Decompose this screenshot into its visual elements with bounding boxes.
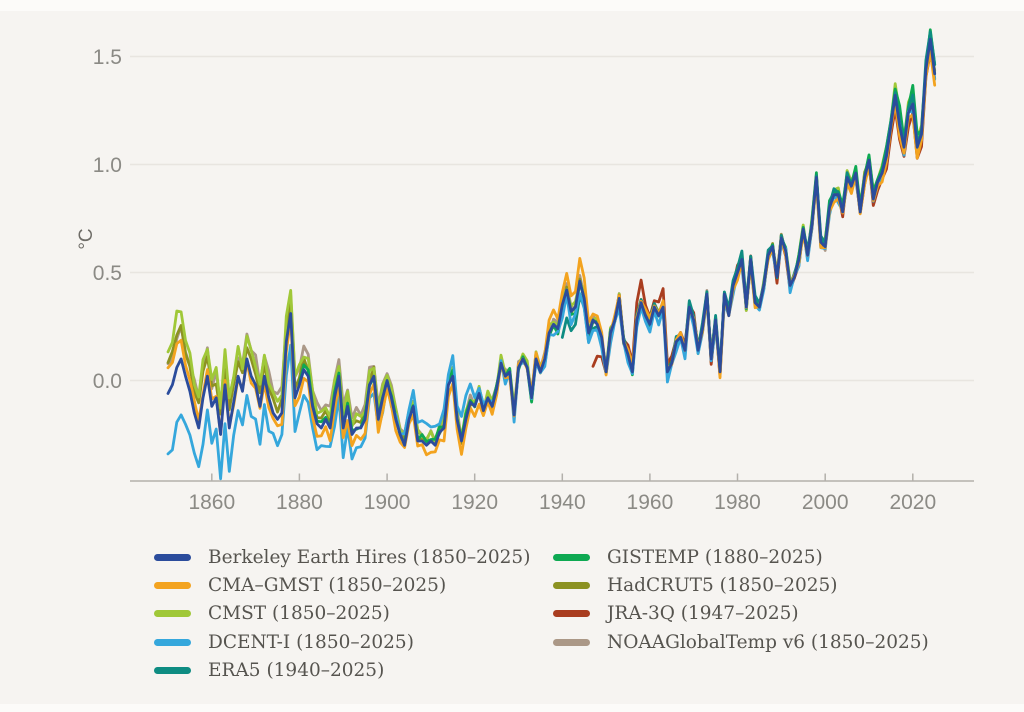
x-tick-label-1940: 1940: [539, 491, 586, 514]
x-tick-label-1900: 1900: [364, 491, 411, 514]
legend-label: DCENT-I (1850–2025): [208, 631, 414, 653]
legend-label: JRA-3Q (1947–2025): [607, 603, 799, 625]
legend-item-hadcrut5: HadCRUT5 (1850–2025): [553, 571, 929, 599]
y-tick-label-0.0: 0.0: [93, 370, 122, 393]
legend-label: Berkeley Earth Hires (1850–2025): [208, 546, 531, 568]
legend-item-noaaglobaltemp-v6: NOAAGlobalTemp v6 (1850–2025): [553, 628, 929, 656]
legend-column-2: GISTEMP (1880–2025) HadCRUT5 (1850–2025) J…: [553, 543, 929, 657]
x-tick-label-1880: 1880: [276, 491, 323, 514]
legend-swatch-berkeley-earth-hires: [154, 553, 191, 561]
legend-item-cma-gmst: CMA–GMST (1850–2025): [154, 571, 530, 599]
legend-label: CMST (1850–2025): [208, 603, 390, 625]
legend-column-1: Berkeley Earth Hires (1850–2025) CMA–GMST…: [154, 543, 530, 685]
legend-item-cmst: CMST (1850–2025): [154, 600, 530, 628]
x-tick-label-1980: 1980: [714, 491, 761, 514]
legend-item-berkeley-earth-hires: Berkeley Earth Hires (1850–2025): [154, 543, 530, 571]
legend-label: GISTEMP (1880–2025): [607, 546, 823, 568]
legend-swatch-noaaglobaltemp-v6: [553, 638, 590, 646]
y-tick-label-0.5: 0.5: [93, 262, 122, 285]
x-axis: 1860 1880 1900 1920 1940 1960 1980 2000 2020: [130, 473, 974, 514]
y-axis-unit-label: °C: [76, 228, 97, 250]
y-tick-label-1.0: 1.0: [93, 154, 122, 177]
legend-swatch-hadcrut5: [553, 582, 590, 590]
temperature-anomaly-chart: 0.0 0.5 1.0 1.5 1860 1880 1900 1920 1940 1960 1980…: [93, 28, 974, 514]
legend-label: ERA5 (1940–2025): [208, 660, 385, 682]
legend-item-jra-3q: JRA-3Q (1947–2025): [553, 600, 929, 628]
legend-swatch-era5: [154, 667, 191, 675]
legend-swatch-gistemp: [553, 553, 590, 561]
legend-swatch-jra-3q: [553, 610, 590, 618]
y-axis-tick-labels: 0.0 0.5 1.0 1.5: [93, 46, 122, 393]
legend-item-gistemp: GISTEMP (1880–2025): [553, 543, 929, 571]
series-lines: [166, 28, 937, 481]
series-line-gistemp: [297, 28, 937, 446]
series-line-era5: [560, 30, 937, 376]
legend-label: CMA–GMST (1850–2025): [208, 575, 447, 597]
x-tick-label-2020: 2020: [889, 491, 936, 514]
legend-item-era5: ERA5 (1940–2025): [154, 657, 530, 685]
x-tick-label-1860: 1860: [188, 491, 235, 514]
page-bottom-margin: [0, 704, 1024, 712]
page-top-margin: [0, 0, 1024, 11]
x-tick-label-1960: 1960: [627, 491, 674, 514]
x-tick-label-1920: 1920: [451, 491, 498, 514]
legend-swatch-dcent-i: [154, 638, 191, 646]
legend-swatch-cma-gmst: [154, 582, 191, 590]
y-tick-label-1.5: 1.5: [93, 46, 122, 69]
legend-label: NOAAGlobalTemp v6 (1850–2025): [607, 631, 929, 653]
legend-swatch-cmst: [154, 610, 191, 618]
legend-label: HadCRUT5 (1850–2025): [607, 575, 838, 597]
legend-item-dcent-i: DCENT-I (1850–2025): [154, 628, 530, 656]
x-tick-label-2000: 2000: [802, 491, 849, 514]
series-line-jra-3q: [591, 51, 937, 378]
series-line-berkeley-earth-hires: [166, 37, 937, 447]
